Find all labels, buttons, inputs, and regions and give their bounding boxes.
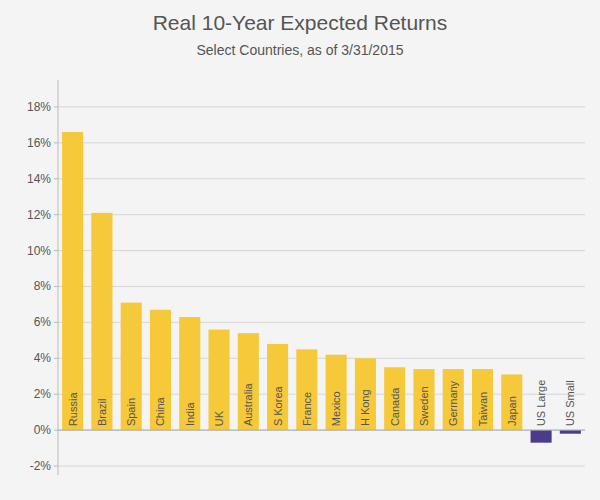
bar bbox=[531, 430, 552, 443]
tick-label: 12% bbox=[27, 208, 51, 222]
grid-line bbox=[58, 106, 585, 107]
bar bbox=[91, 213, 112, 430]
tick-label: 16% bbox=[27, 136, 51, 150]
category-label: Russia bbox=[67, 392, 79, 427]
category-label: UK bbox=[213, 410, 225, 426]
category-label: Canada bbox=[389, 387, 401, 426]
grid-line bbox=[58, 142, 585, 143]
category-label: France bbox=[301, 392, 313, 426]
grid-line bbox=[58, 286, 585, 287]
tick-mark bbox=[54, 394, 58, 395]
category-label: S Korea bbox=[272, 385, 284, 426]
category-label: Spain bbox=[125, 398, 137, 426]
bar bbox=[501, 374, 522, 430]
grid-line bbox=[58, 250, 585, 251]
bar bbox=[121, 303, 142, 430]
bar bbox=[150, 310, 171, 430]
y-axis-line bbox=[58, 80, 59, 475]
tick-label: 10% bbox=[27, 244, 51, 258]
tick-mark bbox=[54, 322, 58, 323]
tick-mark bbox=[54, 178, 58, 179]
tick-mark bbox=[54, 250, 58, 251]
grid-line bbox=[58, 178, 585, 179]
bar bbox=[238, 333, 259, 430]
tick-mark bbox=[54, 466, 58, 467]
category-label: US Large bbox=[535, 380, 547, 426]
bar bbox=[267, 344, 288, 430]
zero-line bbox=[58, 430, 585, 431]
category-label: H Kong bbox=[359, 389, 371, 426]
background bbox=[0, 0, 600, 500]
grid-line bbox=[58, 214, 585, 215]
tick-label: 2% bbox=[34, 387, 52, 401]
bar bbox=[208, 330, 229, 431]
subtitle: Select Countries, as of 3/31/2015 bbox=[196, 42, 403, 58]
bar bbox=[472, 369, 493, 430]
chart: Real 10-Year Expected Returns Select Coun… bbox=[0, 0, 600, 500]
tick-label: 0% bbox=[34, 423, 52, 437]
tick-label: -2% bbox=[30, 459, 52, 473]
tick-label: 18% bbox=[27, 100, 51, 114]
tick-label: 6% bbox=[34, 315, 52, 329]
category-label: India bbox=[184, 401, 196, 426]
tick-mark bbox=[54, 286, 58, 287]
bar bbox=[384, 367, 405, 430]
bar bbox=[62, 132, 83, 430]
category-label: Japan bbox=[506, 396, 518, 426]
grid bbox=[58, 107, 585, 466]
bar bbox=[179, 317, 200, 430]
tick-mark bbox=[54, 106, 58, 107]
bar bbox=[326, 355, 347, 430]
category-label: Mexico bbox=[330, 391, 342, 426]
grid-line bbox=[58, 430, 585, 431]
bar bbox=[296, 349, 317, 430]
bar bbox=[413, 369, 434, 430]
bars bbox=[62, 132, 581, 443]
tick-label: 8% bbox=[34, 279, 52, 293]
tick-mark bbox=[54, 214, 58, 215]
tick-mark bbox=[54, 358, 58, 359]
category-label: Sweden bbox=[418, 386, 430, 426]
category-label: Taiwan bbox=[477, 392, 489, 426]
title: Real 10-Year Expected Returns bbox=[153, 11, 448, 34]
category-label: Germany bbox=[447, 380, 459, 426]
tick-mark bbox=[54, 142, 58, 143]
tick-label: 4% bbox=[34, 351, 52, 365]
bar bbox=[443, 369, 464, 430]
category-label: Brazil bbox=[96, 399, 108, 427]
category-label: US Small bbox=[564, 380, 576, 426]
category-label: Australia bbox=[242, 382, 254, 426]
bar bbox=[560, 430, 581, 434]
grid-line bbox=[58, 466, 585, 467]
tick-mark bbox=[54, 430, 58, 431]
category-label: China bbox=[154, 396, 166, 426]
tick-label: 14% bbox=[27, 172, 51, 186]
bar bbox=[355, 358, 376, 430]
